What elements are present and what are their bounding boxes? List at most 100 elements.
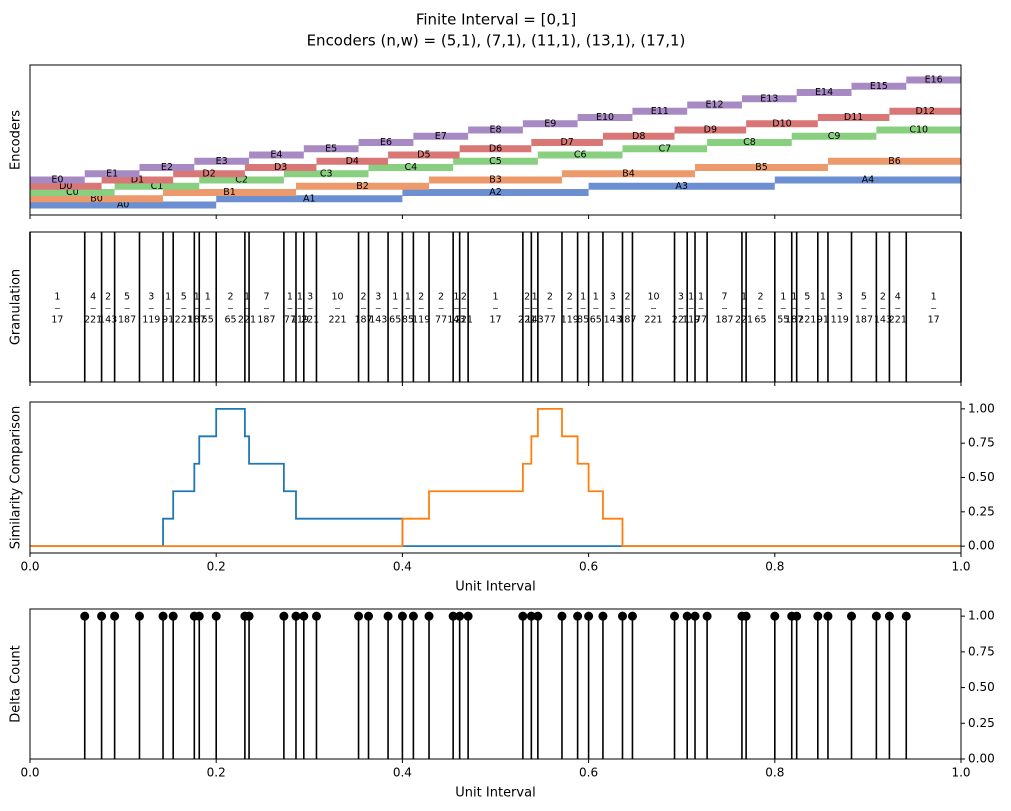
encoder-label: D0 — [59, 181, 72, 192]
fraction-numerator: 1 — [165, 292, 171, 303]
stem-marker — [463, 611, 473, 621]
encoder-bar — [632, 107, 688, 115]
stem-marker — [397, 611, 407, 621]
stem-marker — [110, 611, 120, 621]
encoder-label: A2 — [489, 187, 502, 198]
encoder-label: E3 — [216, 156, 228, 167]
encoder-bar — [577, 114, 633, 121]
stem-marker — [364, 611, 374, 621]
encoder-bar — [468, 126, 523, 134]
fraction-denominator: 17 — [51, 315, 63, 326]
encoder-bar — [84, 170, 140, 178]
encoder-label: D3 — [274, 162, 287, 173]
fraction-numerator: 3 — [307, 292, 313, 303]
fraction-numerator: 5 — [804, 292, 810, 303]
encoder-label: E16 — [925, 75, 943, 86]
stem-marker — [573, 611, 583, 621]
encoder-bar — [388, 151, 460, 159]
stem-marker — [627, 611, 637, 621]
fraction-numerator: 1 — [453, 292, 459, 303]
fraction-denominator: 143 — [99, 315, 117, 326]
x-tick-label: 0.6 — [579, 560, 598, 574]
encoder-bar — [561, 170, 696, 178]
encoder-label: D6 — [489, 143, 502, 154]
encoder-bar — [687, 101, 742, 109]
encoder-bar — [283, 170, 369, 178]
fraction-numerator: 1 — [205, 292, 211, 303]
axes-frame — [29, 64, 962, 216]
encoder-bar — [30, 189, 115, 196]
encoder-label: D8 — [632, 131, 645, 142]
fraction-numerator: 1 — [741, 292, 747, 303]
y-tick-label: 1.00 — [968, 401, 995, 415]
encoder-label: C1 — [151, 181, 164, 192]
stem-marker — [518, 611, 528, 621]
stem-marker — [792, 611, 802, 621]
encoder-label: D7 — [560, 137, 573, 148]
x-tick-label: 0.2 — [207, 766, 226, 780]
encoder-label: C0 — [66, 187, 79, 198]
stem-marker — [158, 611, 168, 621]
fraction-denominator: 221 — [889, 315, 907, 326]
encoder-label: E6 — [380, 137, 392, 148]
fraction-denominator: 143 — [447, 315, 465, 326]
encoder-bar — [101, 176, 174, 184]
x-axis-label: Unit Interval — [455, 786, 535, 801]
stem-marker — [557, 611, 567, 621]
stem-marker — [244, 611, 254, 621]
encoder-label: B5 — [755, 162, 768, 173]
encoder-bar — [889, 107, 961, 115]
encoder-label: E5 — [325, 143, 337, 154]
encoder-label: E1 — [106, 168, 118, 179]
similarity-line — [30, 407, 961, 548]
encoder-label: C2 — [235, 175, 248, 186]
fraction-denominator: 119 — [142, 315, 160, 326]
stem-marker — [299, 611, 309, 621]
fraction-denominator: 77 — [435, 315, 447, 326]
fraction-numerator: 1 — [392, 292, 398, 303]
fraction-numerator: 1 — [698, 292, 704, 303]
fraction-numerator: 1 — [931, 292, 937, 303]
x-tick-label: 0.8 — [765, 766, 784, 780]
encoder-label: E7 — [435, 131, 447, 142]
encoder-label: E11 — [651, 106, 669, 117]
fraction-numerator: 5 — [861, 292, 867, 303]
stem-marker — [702, 611, 712, 621]
encoder-label: E14 — [815, 87, 833, 98]
stem-marker — [211, 611, 221, 621]
fraction-denominator: 187 — [188, 315, 206, 326]
fraction-numerator: 1 — [492, 292, 498, 303]
encoder-bar — [402, 189, 589, 196]
stem-marker — [134, 611, 144, 621]
stem-marker — [682, 611, 692, 621]
x-tick-label: 0.2 — [207, 560, 226, 574]
stem-marker — [408, 611, 418, 621]
fraction-numerator: 2 — [418, 292, 424, 303]
encoder-bar — [358, 139, 414, 146]
encoder-label: D2 — [202, 168, 215, 179]
fraction-numerator: 3 — [375, 292, 381, 303]
y-axis-label: Delta Count — [9, 645, 24, 722]
stem-marker — [383, 611, 393, 621]
encoder-label: C4 — [404, 162, 417, 173]
fraction-numerator: 4 — [895, 292, 901, 303]
stem-marker — [354, 611, 364, 621]
y-axis-label: Similarity Comparison — [9, 406, 24, 549]
encoder-bar — [139, 164, 195, 171]
encoder-label: C10 — [909, 125, 928, 136]
y-tick-label: 0.25 — [968, 716, 995, 730]
stem-marker — [448, 611, 458, 621]
fraction-numerator: 1 — [287, 292, 293, 303]
encoder-bar — [791, 132, 877, 140]
encoder-label: E10 — [596, 112, 614, 123]
encoder-bar — [295, 182, 430, 190]
encoder-label: D4 — [346, 156, 359, 167]
figure-subtitle: Encoders (n,w) = (5,1), (7,1), (11,1), (… — [307, 32, 686, 50]
encoder-label: D9 — [704, 125, 717, 136]
similarity-line — [30, 407, 961, 548]
fraction-denominator: 65 — [389, 315, 401, 326]
encoder-label: A1 — [303, 193, 316, 204]
encoder-bar — [796, 89, 852, 96]
fraction-denominator: 119 — [831, 315, 849, 326]
fraction-denominator: 55 — [777, 315, 789, 326]
